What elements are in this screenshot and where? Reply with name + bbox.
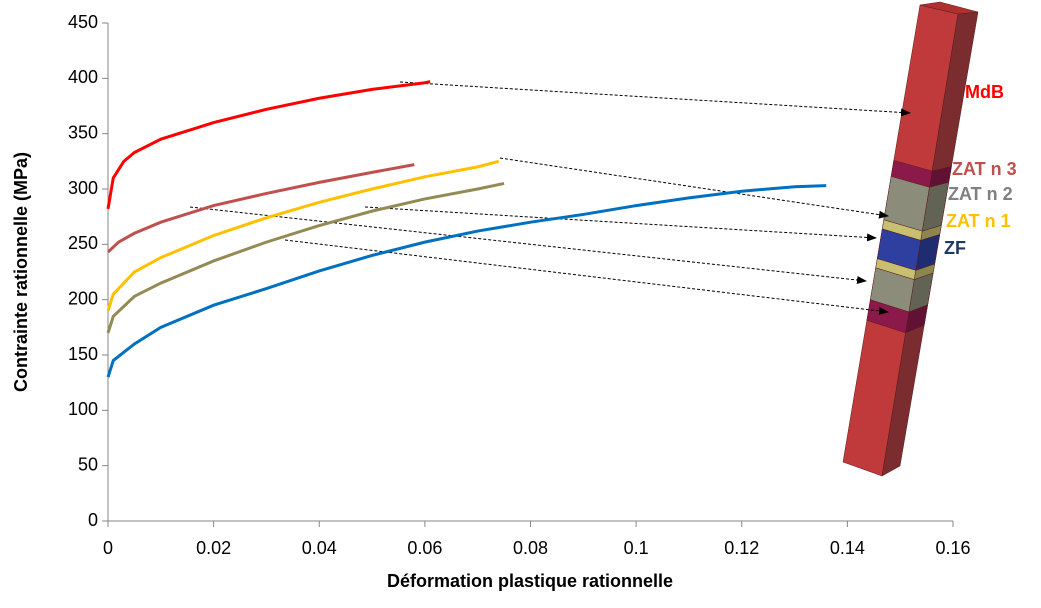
arrow bbox=[499, 157, 889, 219]
specimen-illustration bbox=[842, 1, 979, 477]
y-tick-label: 50 bbox=[78, 454, 98, 474]
x-tick-label: 0.02 bbox=[196, 538, 231, 558]
series-line bbox=[106, 80, 431, 210]
arrow bbox=[189, 206, 867, 284]
y-tick-label: 450 bbox=[68, 12, 98, 32]
series-label: ZAT n 1 bbox=[946, 211, 1011, 231]
x-tick-label: 0.08 bbox=[513, 538, 548, 558]
x-tick-label: 0.16 bbox=[935, 538, 970, 558]
y-tick-label: 350 bbox=[68, 122, 98, 142]
series-line bbox=[106, 184, 827, 378]
y-tick-label: 300 bbox=[68, 178, 98, 198]
y-tick-label: 250 bbox=[68, 233, 98, 253]
series-label: ZAT n 2 bbox=[948, 184, 1013, 204]
series-line bbox=[106, 163, 415, 254]
x-tick-label: 0 bbox=[103, 538, 113, 558]
arrow bbox=[364, 206, 877, 242]
y-axis-title: Contrainte rationnelle (MPa) bbox=[11, 152, 31, 392]
y-tick-label: 400 bbox=[68, 67, 98, 87]
series-label: ZF bbox=[944, 238, 966, 258]
series-label: ZAT n 3 bbox=[952, 159, 1017, 179]
arrow bbox=[399, 81, 911, 117]
x-tick-label: 0.1 bbox=[624, 538, 649, 558]
x-tick-label: 0.06 bbox=[407, 538, 442, 558]
y-tick-label: 200 bbox=[68, 288, 98, 308]
x-tick-label: 0.12 bbox=[724, 538, 759, 558]
x-axis-title: Déformation plastique rationnelle bbox=[387, 571, 673, 591]
y-tick-label: 0 bbox=[88, 510, 98, 530]
specimen-zone-side bbox=[905, 304, 929, 334]
specimen-top bbox=[919, 1, 979, 15]
arrow bbox=[284, 239, 889, 315]
y-tick-label: 100 bbox=[68, 399, 98, 419]
series-label: MdB bbox=[965, 82, 1004, 102]
series-line bbox=[106, 181, 505, 334]
series-line bbox=[106, 159, 500, 312]
x-tick-label: 0.04 bbox=[302, 538, 337, 558]
y-tick-label: 150 bbox=[68, 344, 98, 364]
x-tick-label: 0.14 bbox=[830, 538, 865, 558]
